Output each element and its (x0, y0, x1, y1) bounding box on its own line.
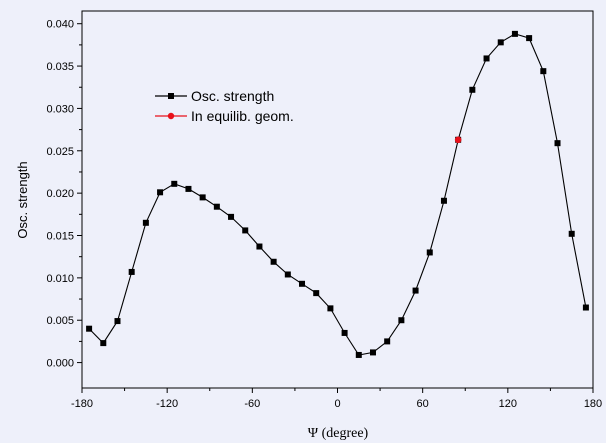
data-point (313, 290, 320, 297)
legend-label-osc-strength: Osc. strength (191, 88, 274, 104)
data-point (327, 305, 334, 312)
y-tick-label: 0.015 (46, 231, 74, 243)
data-point (242, 227, 249, 234)
legend-entry-osc-strength: Osc. strength (155, 88, 274, 104)
legend-entry-in-equilib-geom: In equilib. geom. (155, 108, 294, 124)
legend: Osc. strength In equilib. geom. (155, 88, 294, 124)
data-point (497, 39, 504, 46)
x-tick-label: -120 (156, 398, 178, 410)
data-point (483, 55, 490, 62)
x-axis-label: Ψ (degree) (308, 426, 369, 441)
legend-marker-in-equilib-geom (167, 112, 175, 120)
data-point (157, 189, 164, 196)
data-point (398, 317, 405, 324)
x-tick-label: -60 (244, 398, 260, 410)
legend-label-in-equilib-geom: In equilib. geom. (191, 108, 294, 124)
data-point (426, 249, 433, 256)
data-point (369, 349, 376, 356)
plot-frame (81, 10, 594, 389)
data-point (228, 213, 235, 220)
y-tick-label: 0.005 (46, 315, 74, 327)
y-axis-label: Osc. strength (15, 161, 30, 238)
x-tick-label: 180 (584, 398, 602, 410)
x-axis-ticks: -180 -120 -60 0 60 120 180 (71, 388, 602, 410)
data-point (284, 271, 291, 278)
data-point (355, 351, 362, 358)
data-point (299, 280, 306, 287)
data-point (412, 287, 419, 294)
y-tick-label: 0.040 (46, 19, 74, 31)
data-point (171, 180, 178, 187)
data-point (469, 86, 476, 93)
data-point (440, 197, 447, 204)
data-point (142, 219, 149, 226)
data-point (199, 194, 206, 201)
data-point (540, 68, 547, 75)
y-tick-label: 0.010 (46, 273, 74, 285)
y-tick-label: 0.035 (46, 61, 74, 73)
data-point (86, 325, 93, 332)
data-point (100, 340, 107, 347)
data-point (568, 230, 575, 237)
y-tick-label: 0.020 (46, 188, 74, 200)
series-markers (86, 30, 589, 358)
data-point (270, 258, 277, 265)
data-point (213, 203, 220, 210)
x-tick-label: 0 (334, 398, 340, 410)
data-point (341, 329, 348, 336)
data-point (582, 304, 589, 311)
data-point (554, 140, 561, 147)
x-tick-label: 120 (499, 398, 517, 410)
data-point (128, 268, 135, 275)
y-tick-label: 0.025 (46, 146, 74, 158)
y-tick-label: 0.000 (46, 358, 74, 370)
data-point (454, 136, 462, 144)
data-point (256, 243, 263, 250)
y-axis-ticks: 0.000 0.005 0.010 0.015 0.020 0.025 0.030 0.035… (46, 19, 82, 370)
x-tick-label: -180 (71, 398, 93, 410)
y-tick-label: 0.030 (46, 103, 74, 115)
x-tick-label: 60 (417, 398, 429, 410)
data-point (511, 30, 518, 37)
data-point (526, 35, 533, 42)
data-point (185, 185, 192, 192)
data-point (114, 318, 121, 325)
data-point (384, 338, 391, 345)
legend-marker-osc-strength (168, 93, 174, 99)
